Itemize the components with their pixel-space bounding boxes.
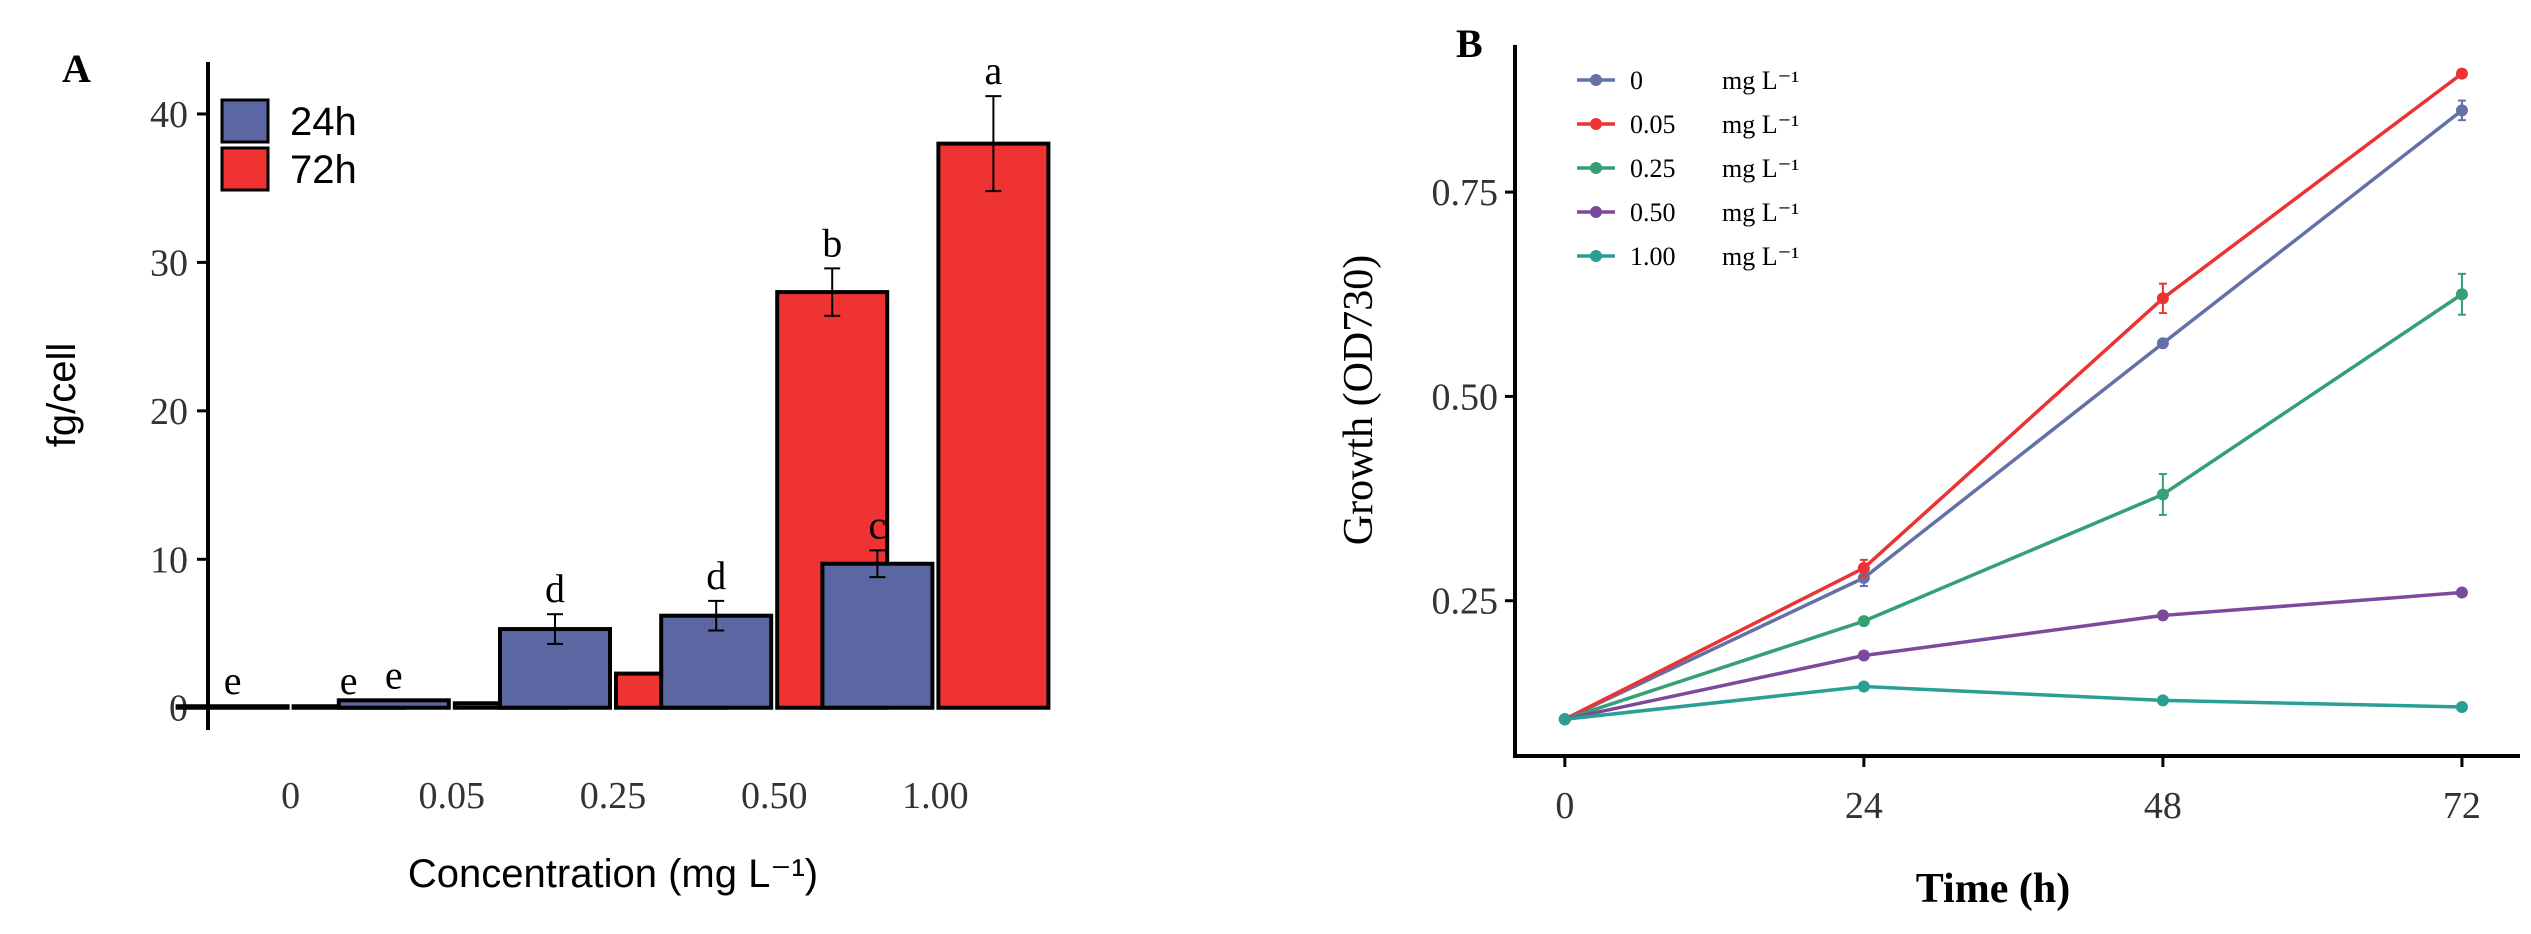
data-point-0.25 — [2455, 288, 2468, 301]
panel-a-label: A — [62, 46, 91, 91]
legend-label-0.50: 0.50 — [1630, 198, 1676, 227]
series-line-0.50 — [1564, 590, 2463, 721]
panel-a-y-ticks: 010203040 — [150, 94, 208, 730]
legend-unit: mg L⁻¹ — [1722, 66, 1799, 95]
series-line-0.05 — [1564, 72, 2463, 721]
legend-label-24h: 24h — [290, 100, 357, 144]
legend-label-0.05: 0.05 — [1630, 110, 1676, 139]
series-line-0.25 — [1564, 292, 2463, 721]
significance-letter: e — [385, 652, 403, 697]
legend-unit: mg L⁻¹ — [1722, 110, 1799, 139]
significance-letter: e — [340, 658, 358, 703]
bar-24h-0.05 — [336, 698, 451, 710]
panel-b-x-ticks: 0 24 48 72 — [1555, 756, 2481, 827]
data-point-1.00 — [2156, 694, 2169, 707]
panel-a-x-ticks: 0 0.05 0.25 0.50 1.00 — [281, 775, 969, 817]
panel-b-series — [1558, 67, 2468, 726]
data-point-0.50 — [2156, 609, 2169, 622]
data-point-1.00 — [1558, 713, 1571, 726]
legend-label-0.25: 0.25 — [1630, 154, 1676, 183]
x-tick-label: 24 — [1845, 785, 1883, 827]
y-tick-label: 10 — [150, 539, 188, 581]
panel-a-x-axis-label: Concentration (mg L⁻¹) — [408, 852, 818, 896]
data-point-0.50 — [1857, 649, 1870, 662]
bar-24h-1.00 — [820, 561, 935, 710]
y-tick-label: 30 — [150, 242, 188, 284]
data-point-0.50 — [2455, 586, 2468, 599]
x-tick-label: 72 — [2443, 785, 2481, 827]
legend-marker-1.00 — [1590, 250, 1602, 262]
legend-label-72h: 72h — [290, 148, 357, 192]
y-tick-label: 0.50 — [1432, 376, 1499, 418]
panel-b-label: B — [1456, 21, 1483, 66]
panel-b-line-chart: B 0.25 0.50 0.75 0 24 48 72 0 mg L⁻¹ 0.05 mg L⁻¹… — [1336, 21, 2520, 912]
panel-a-bar-chart: A 010203040 00.050.250.501.00 eeeededbca… — [40, 46, 1051, 896]
data-point-0 — [2455, 104, 2468, 117]
data-point-0.25 — [1857, 615, 1870, 628]
x-tick-label: 0.50 — [741, 775, 808, 817]
legend-marker-0 — [1590, 74, 1602, 86]
legend-unit: mg L⁻¹ — [1722, 242, 1799, 271]
x-tick-label: 0.05 — [419, 775, 486, 817]
legend-unit: mg L⁻¹ — [1722, 198, 1799, 227]
bar-24h-0 — [175, 704, 290, 710]
significance-letter: a — [985, 48, 1003, 93]
panel-b-y-ticks: 0.25 0.50 0.75 — [1432, 172, 1515, 623]
x-tick-label: 48 — [2144, 785, 2182, 827]
data-point-0 — [1857, 571, 1870, 584]
significance-letter: c — [869, 502, 887, 547]
legend-swatch-24h — [220, 98, 270, 144]
data-point-0.05 — [2156, 292, 2169, 305]
data-point-0.05 — [1857, 562, 1870, 575]
panel-b-y-axis-label: Growth (OD730) — [1336, 255, 1382, 545]
legend-label-0: 0 — [1630, 66, 1643, 95]
data-point-0 — [2156, 337, 2169, 350]
significance-letter: d — [706, 553, 726, 598]
series-line-1.00 — [1564, 684, 2462, 721]
significance-letter: b — [822, 220, 842, 265]
significance-letter: e — [224, 658, 242, 703]
series-line-0 — [1564, 108, 2464, 721]
bar-72h-1.00 — [936, 141, 1051, 710]
legend-marker-0.05 — [1590, 118, 1602, 130]
legend-marker-0.50 — [1590, 206, 1602, 218]
panel-b-x-axis-label: Time (h) — [1916, 866, 2070, 912]
x-tick-label: 0 — [281, 775, 300, 817]
y-tick-label: 40 — [150, 94, 188, 136]
legend-unit: mg L⁻¹ — [1722, 154, 1799, 183]
y-tick-label: 0.25 — [1432, 581, 1499, 623]
x-tick-label: 0 — [1555, 785, 1574, 827]
y-tick-label: 0.75 — [1432, 172, 1499, 214]
y-tick-label: 20 — [150, 391, 188, 433]
panel-a-y-axis-label: fg/cell — [40, 343, 84, 448]
legend-label-1.00: 1.00 — [1630, 242, 1676, 271]
legend-marker-0.25 — [1590, 162, 1602, 174]
data-point-1.00 — [2455, 700, 2468, 713]
panel-b-legend: 0 mg L⁻¹ 0.05 mg L⁻¹ 0.25 mg L⁻¹ 0.50 mg L⁻¹ 1.0… — [1577, 66, 1799, 271]
legend-swatch-72h — [220, 146, 270, 192]
data-point-0.05 — [2455, 67, 2468, 80]
data-point-0.25 — [2156, 488, 2169, 501]
significance-letter: d — [545, 566, 565, 611]
data-point-1.00 — [1857, 680, 1870, 693]
x-tick-label: 0.25 — [580, 775, 647, 817]
x-tick-label: 1.00 — [902, 775, 969, 817]
panel-a-bars: eeeededbca — [175, 48, 1051, 710]
